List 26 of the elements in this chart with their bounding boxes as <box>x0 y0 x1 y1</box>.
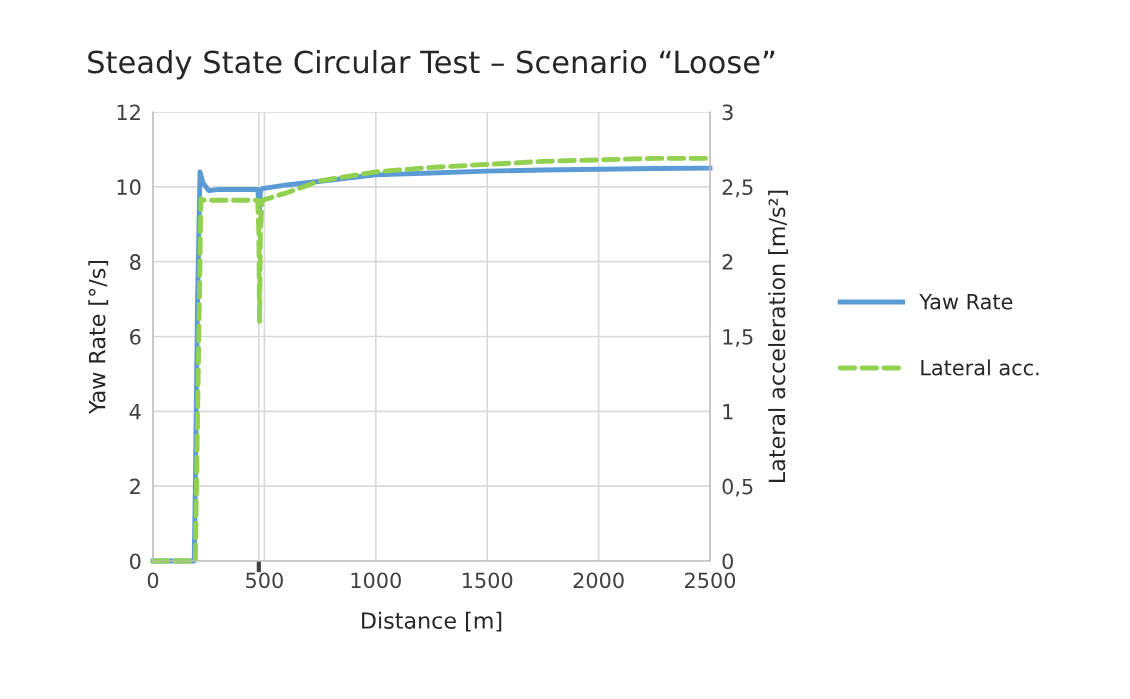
y-tick-label: 8 <box>130 254 141 270</box>
y2-tick-label: 1 <box>723 404 733 420</box>
y2-axis-title: Lateral acceleration [m/s²] <box>768 190 788 482</box>
legend-label: Lateral acc. <box>921 359 1039 376</box>
y-tick-label: 4 <box>129 404 141 420</box>
y2-tick-label: 2 <box>722 254 733 270</box>
x-tick-label: 500 <box>246 572 283 589</box>
legend-label: Yaw Rate <box>919 294 1013 310</box>
y2-tick-label: 0,5 <box>722 478 753 497</box>
chart-title: Steady State Circular Test – Scenario “Loose” <box>88 49 775 80</box>
y2-tick-label: 2,5 <box>722 179 753 198</box>
y2-tick-label: 0 <box>722 553 733 570</box>
x-tick-label: 1000 <box>351 572 401 589</box>
y2-tick-label: 1,5 <box>723 329 753 347</box>
x-tick-label: 1500 <box>462 572 513 589</box>
y2-tick-label: 3 <box>722 104 733 121</box>
x-tick-label: 0 <box>147 572 159 589</box>
x-tick-label: 2000 <box>573 572 624 589</box>
y-tick-label: 2 <box>130 478 140 495</box>
y-tick-label: 6 <box>130 328 141 345</box>
y-tick-label: 0 <box>130 553 141 570</box>
x-axis-title: Distance [m] <box>362 611 502 632</box>
y-tick-label: 12 <box>117 104 140 120</box>
y-tick-label: 10 <box>117 179 141 196</box>
x-tick-label: 2500 <box>685 572 736 589</box>
y-axis-title: Yaw Rate [°/s] <box>88 260 109 414</box>
